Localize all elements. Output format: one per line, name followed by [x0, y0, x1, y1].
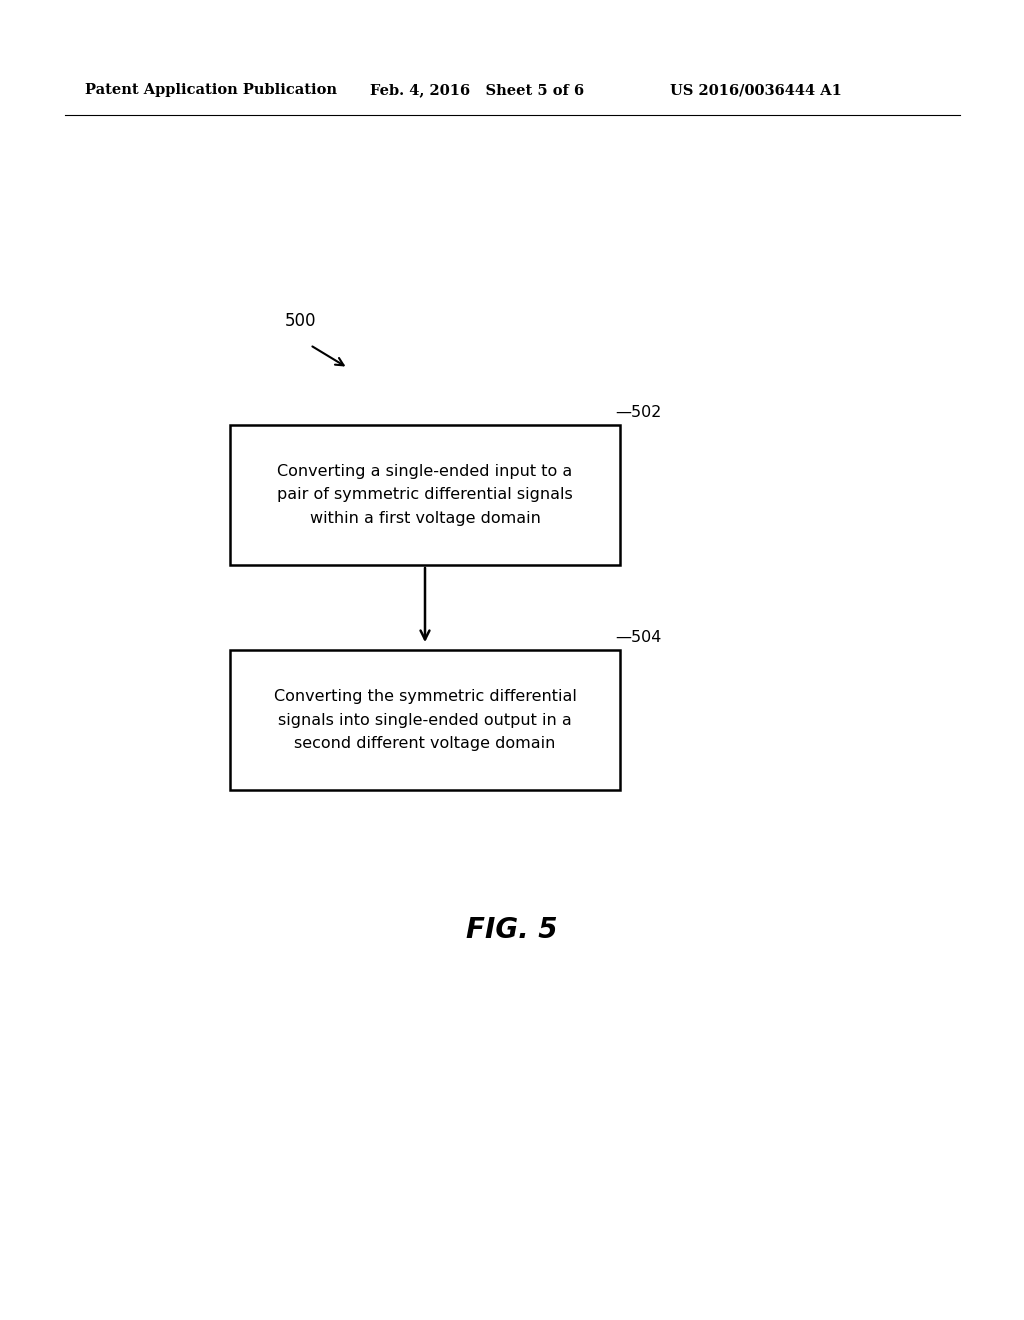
Text: US 2016/0036444 A1: US 2016/0036444 A1 [670, 83, 842, 96]
Bar [230, 425, 620, 565]
Text: Converting the symmetric differential
signals into single-ended output in a
seco: Converting the symmetric differential si… [273, 689, 577, 751]
Text: —502: —502 [615, 405, 662, 420]
Text: —504: —504 [615, 630, 662, 645]
Text: Feb. 4, 2016   Sheet 5 of 6: Feb. 4, 2016 Sheet 5 of 6 [370, 83, 584, 96]
Text: FIG. 5: FIG. 5 [466, 916, 558, 944]
Text: Converting a single-ended input to a
pair of symmetric differential signals
with: Converting a single-ended input to a pai… [278, 465, 572, 525]
Text: 500: 500 [285, 312, 316, 330]
Text: Patent Application Publication: Patent Application Publication [85, 83, 337, 96]
Bar [230, 649, 620, 789]
